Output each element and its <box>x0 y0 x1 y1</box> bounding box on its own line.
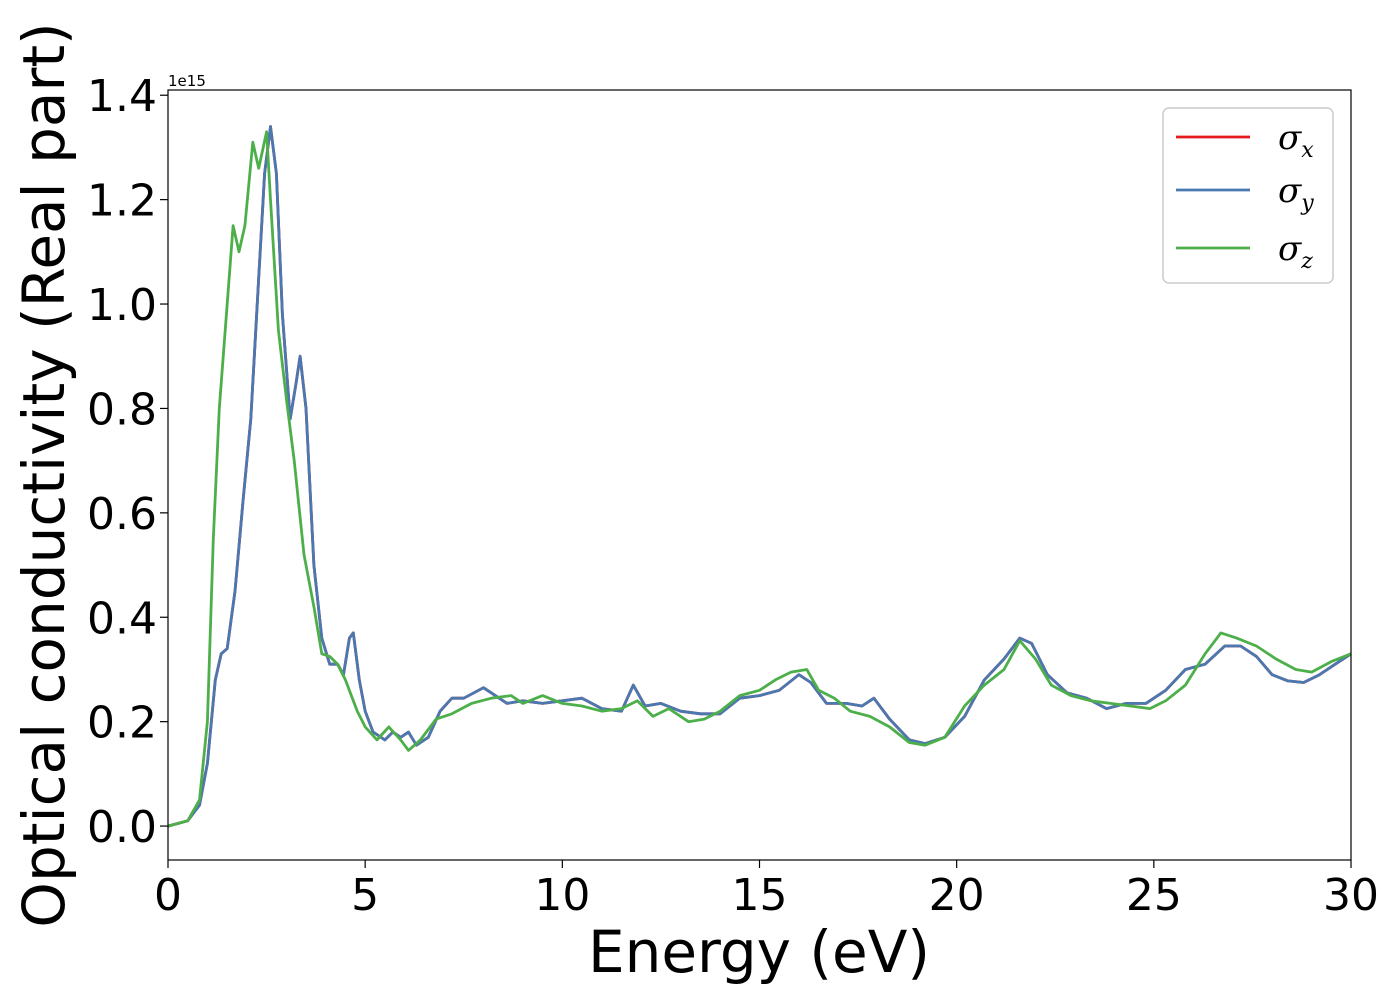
legend-label-x: σx <box>1278 118 1314 163</box>
y-offset-label: 1e15 <box>168 72 206 90</box>
y-axis-title: Optical conductivity (Real part) <box>10 22 78 927</box>
y-tick-label: 0.4 <box>87 593 157 644</box>
x-tick-label: 10 <box>534 870 590 921</box>
x-tick-label: 5 <box>351 870 379 921</box>
legend-label-y: σy <box>1278 171 1314 216</box>
x-axis-title: Energy (eV) <box>588 918 930 986</box>
y-tick-label: 1.4 <box>87 71 157 122</box>
series-line-z <box>168 130 1351 828</box>
x-tick-label: 30 <box>1323 870 1379 921</box>
y-tick-label: 0.0 <box>87 802 157 853</box>
legend-box <box>1162 107 1334 284</box>
y-tick-label: 0.2 <box>87 698 157 749</box>
axis-ticks: 0 5 10 15 20 25 30 0.0 0.2 0.4 0.6 0.8 1.0 1.2 1.4 <box>87 71 1379 921</box>
legend: σx σy σz <box>1162 107 1334 284</box>
x-tick-label: 25 <box>1126 870 1182 921</box>
y-tick-label: 1.0 <box>87 280 157 331</box>
x-tick-label: 0 <box>154 870 182 921</box>
y-tick-label: 0.6 <box>87 489 157 540</box>
x-tick-label: 15 <box>732 870 788 921</box>
x-tick-label: 20 <box>929 870 985 921</box>
y-tick-label: 0.8 <box>87 384 157 435</box>
legend-label-z: σz <box>1278 229 1313 274</box>
y-tick-label: 1.2 <box>87 176 157 227</box>
